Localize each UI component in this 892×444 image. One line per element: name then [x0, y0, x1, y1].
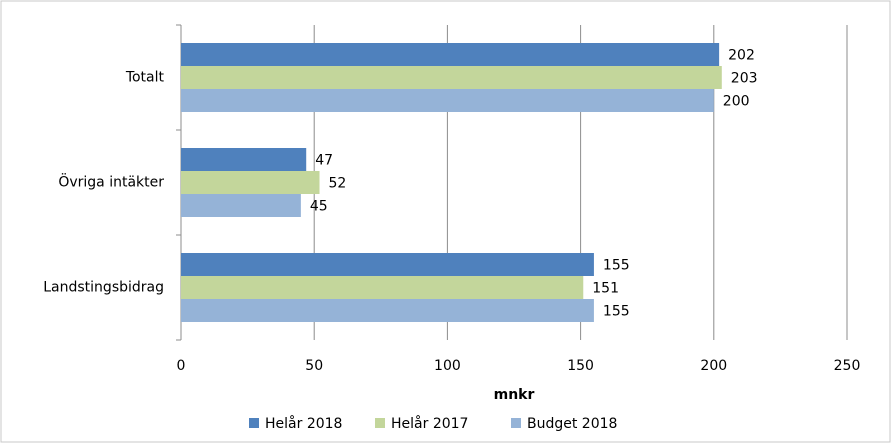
legend-label: Budget 2018	[527, 416, 617, 432]
x-tick-label: 150	[567, 358, 594, 374]
data-label: 203	[731, 71, 758, 87]
x-tick-label: 250	[834, 358, 861, 374]
bar	[181, 66, 722, 89]
bar	[181, 89, 714, 112]
bar	[181, 43, 720, 66]
legend-swatch	[511, 418, 521, 428]
bar	[181, 253, 594, 276]
bar	[181, 148, 307, 171]
bar	[181, 171, 320, 194]
data-label: 45	[310, 199, 328, 215]
x-tick-label: 200	[700, 358, 727, 374]
legend-swatch	[375, 418, 385, 428]
bar	[181, 276, 584, 299]
legend-label: Helår 2017	[391, 415, 468, 432]
legend-swatch	[249, 418, 259, 428]
data-label: 47	[315, 153, 333, 169]
data-label: 202	[728, 48, 755, 64]
x-tick-label: 0	[177, 358, 186, 374]
x-tick-label: 50	[305, 358, 323, 374]
data-label: 52	[329, 176, 347, 192]
data-label: 155	[603, 304, 630, 320]
data-label: 155	[603, 258, 630, 274]
bar	[181, 194, 301, 217]
x-axis-title: mnkr	[494, 387, 535, 403]
y-tick-label: Totalt	[125, 70, 165, 86]
y-tick-label: Övriga intäkter	[58, 173, 164, 191]
bar	[181, 299, 594, 322]
x-tick-label: 100	[434, 358, 461, 374]
y-tick-label: Landstingsbidrag	[43, 280, 164, 296]
data-label: 200	[723, 94, 750, 110]
data-label: 151	[592, 281, 619, 297]
legend-label: Helår 2018	[265, 415, 342, 432]
